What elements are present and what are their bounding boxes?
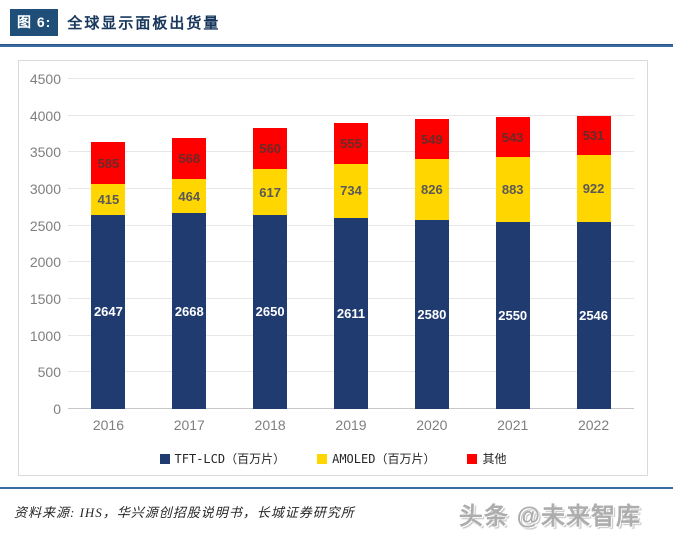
legend-swatch-icon [467, 453, 478, 464]
data-source-note: 资料来源: IHS，华兴源创招股说明书，长城证券研究所 [14, 505, 355, 520]
bar-segment: 2650 [253, 214, 288, 409]
bar-segment: 2668 [172, 213, 207, 409]
x-tick-label: 2016 [92, 417, 124, 433]
x-axis: 2016 2017 2018 2019 2020 2021 2022 [68, 417, 634, 435]
figure-header: 图 6: 全球显示面板出货量 [10, 9, 220, 36]
bar-segment: 415 [91, 184, 126, 215]
x-tick-label: 2017 [173, 417, 205, 433]
legend-item: 其他 [467, 450, 506, 467]
y-tick-label: 2500 [29, 217, 61, 234]
bar-segment: 543 [495, 117, 530, 158]
y-tick-label: 500 [37, 364, 61, 381]
top-divider-rule [0, 44, 673, 47]
bar-segment: 922 [576, 154, 611, 223]
bar-2016: 585 415 2647 [91, 141, 126, 409]
x-tick-label: 2018 [254, 417, 286, 433]
plot-area: 585 415 2647 568 464 2668 560 617 2650 555 734 2611… [68, 78, 634, 409]
bar-2017: 568 464 2668 [172, 137, 207, 409]
bar-segment: 617 [253, 169, 288, 215]
bar-segment: 585 [91, 141, 126, 185]
legend-label: TFT-LCD（百万片） [174, 452, 286, 466]
y-tick-label: 3500 [29, 144, 61, 161]
x-tick-label: 2020 [416, 417, 448, 433]
bar-segment: 2580 [414, 219, 449, 409]
legend-swatch-icon [317, 453, 328, 464]
y-tick-label: 2000 [29, 254, 61, 271]
bar-2020: 549 826 2580 [414, 119, 449, 409]
bar-segment: 464 [172, 179, 207, 214]
gridline [68, 78, 634, 79]
y-tick-label: 1000 [29, 327, 61, 344]
legend-label: 其他 [482, 452, 507, 466]
bar-segment: 549 [414, 119, 449, 160]
legend-item: TFT-LCD（百万片） [159, 450, 286, 467]
bar-segment: 568 [172, 137, 207, 180]
bar-2021: 543 883 2550 [495, 117, 530, 409]
bar-segment: 2546 [576, 222, 611, 409]
watermark-text: 头条 @未来智库 [458, 503, 641, 530]
y-axis: 0 500 1000 1500 2000 2500 3000 3500 4000 4500 [19, 71, 61, 417]
y-tick-label: 0 [53, 401, 61, 417]
bar-segment: 2550 [495, 222, 530, 409]
figure-number-tag: 图 6: [10, 9, 59, 36]
y-tick-label: 1500 [29, 291, 61, 307]
gridline [68, 114, 634, 116]
bar-segment: 531 [576, 115, 611, 155]
y-tick-label: 3000 [29, 181, 61, 197]
bar-segment: 560 [253, 128, 288, 170]
bar-2022: 531 922 2546 [576, 115, 611, 409]
bar-segment: 826 [414, 159, 449, 220]
bar-2019: 555 734 2611 [334, 123, 368, 409]
figure-title: 全球显示面板出货量 [67, 15, 221, 32]
bar-segment: 734 [334, 163, 368, 218]
x-tick-label: 2021 [497, 417, 529, 433]
legend-label: AMOLED（百万片） [332, 452, 436, 466]
bar-segment: 2647 [91, 214, 126, 409]
chart-legend: TFT-LCD（百万片） AMOLED（百万片） 其他 [19, 450, 647, 467]
stacked-bar-chart: 0 500 1000 1500 2000 2500 3000 3500 4000 4500 585… [18, 60, 648, 476]
bar-2018: 560 617 2650 [253, 128, 288, 409]
x-tick-label: 2019 [335, 417, 367, 433]
bar-segment: 2611 [334, 217, 368, 409]
legend-item: AMOLED（百万片） [317, 450, 435, 467]
x-tick-label: 2022 [577, 417, 610, 433]
legend-swatch-icon [159, 453, 170, 464]
bar-segment: 883 [495, 157, 530, 222]
bar-segment: 555 [334, 123, 368, 164]
y-tick-label: 4500 [29, 71, 61, 87]
bottom-divider-rule [0, 487, 673, 489]
y-tick-label: 4000 [29, 107, 61, 124]
